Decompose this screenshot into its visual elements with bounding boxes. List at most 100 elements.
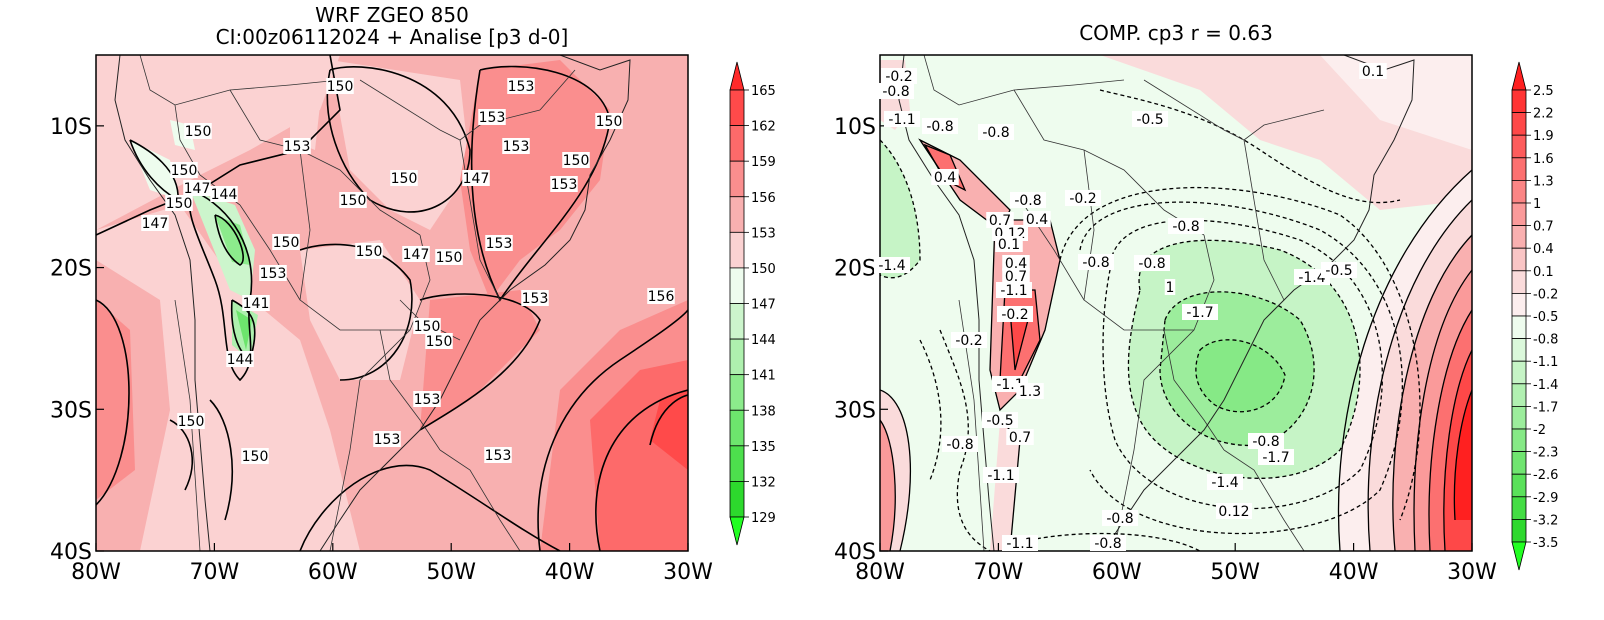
contour-label-bg (485, 235, 513, 251)
colorbar-band (1511, 383, 1527, 407)
colorbar-band (1511, 360, 1527, 385)
colorbar-band (729, 374, 745, 411)
colorbar-band (1511, 338, 1527, 362)
contour-label-bg (550, 176, 578, 192)
colorbar-label: 1.9 (1533, 129, 1554, 144)
colorbar-label: 0.1 (1533, 265, 1554, 280)
right-negative-contours (880, 89, 1421, 551)
contour-label-bg (874, 257, 910, 273)
x-tick-label: 60W (308, 560, 358, 585)
y-tick-label: 40S (834, 540, 876, 565)
colorbar-band (1511, 473, 1527, 498)
colorbar-band (729, 445, 745, 482)
contour-label-bg (996, 282, 1032, 298)
colorbar-label: 141 (751, 369, 776, 384)
x-tick-label: 70W (974, 560, 1024, 585)
contour-label: -0.5 (1136, 112, 1163, 128)
contour-label: 153 (284, 139, 311, 155)
contour-label-bg (1248, 433, 1284, 449)
contour-label-bg (562, 152, 590, 168)
contour-label-bg (942, 436, 978, 452)
colorbar-band (1511, 157, 1527, 181)
contour-label: -0.2 (885, 69, 912, 85)
contour-label-bg (1134, 255, 1170, 271)
colorbar-band (1511, 315, 1527, 340)
colorbar-label: 156 (751, 191, 776, 206)
contour-label: 150 (171, 163, 198, 179)
contour-label-bg (1023, 211, 1051, 227)
contour-label: -1.1 (1000, 283, 1027, 299)
colorbar-label: 138 (751, 404, 776, 419)
contour-label: -1.1 (987, 468, 1014, 484)
contour-label: 147 (403, 247, 430, 263)
contour-label-bg (1258, 449, 1294, 465)
contour-label: -1.4 (878, 258, 905, 274)
colorbar-label: -0.2 (1533, 287, 1558, 302)
y-tick-label: 20S (834, 257, 876, 282)
contour-label: -0.2 (955, 333, 982, 349)
colorbar-label: 162 (751, 120, 776, 135)
left-contour-lines (96, 55, 688, 551)
contour-label-bg (413, 391, 441, 407)
colorbar-band (729, 338, 745, 376)
colorbar-label: -2.9 (1533, 491, 1558, 506)
colorbar-band (1511, 405, 1527, 430)
x-tick-label: 60W (1092, 560, 1142, 585)
contour-label-bg (210, 186, 238, 202)
contour-label-bg (184, 123, 212, 139)
contour-label: -1.1 (1006, 536, 1033, 552)
colorbar-band (1511, 225, 1527, 249)
contour-label-bg (355, 243, 383, 259)
colorbar-band (729, 231, 745, 269)
contour-label-bg (978, 124, 1014, 140)
right-positive-contours (880, 138, 1472, 551)
contour-label-bg (881, 68, 917, 84)
contour-label-bg (141, 215, 169, 231)
contour-label: 153 (503, 139, 530, 155)
y-tick-label: 10S (834, 115, 876, 140)
contour-label-bg (339, 192, 367, 208)
contour-label-bg (177, 413, 205, 429)
colorbar-band (1511, 270, 1527, 294)
contour-label: -0.8 (882, 84, 909, 100)
contour-label: -0.8 (982, 125, 1009, 141)
contour-label: 150 (340, 193, 367, 209)
contour-label: 0.4 (1026, 212, 1048, 228)
contour-label-bg (1065, 190, 1101, 206)
left-plot-frame (95, 54, 689, 552)
contour-label-bg (462, 170, 490, 186)
x-tick-label: 50W (1210, 560, 1260, 585)
contour-label-bg (1090, 535, 1126, 551)
contour-label: 150 (166, 196, 193, 212)
colorbar-band (1511, 451, 1527, 475)
colorbar-label: 132 (751, 475, 776, 490)
right-map-fill (880, 55, 1472, 551)
right-title: COMP. cp3 r = 0.63 (1079, 21, 1273, 45)
contour-label: 150 (178, 414, 205, 430)
contour-label-bg (478, 109, 506, 125)
contour-label: -0.8 (1082, 255, 1109, 271)
contour-label-bg (283, 138, 311, 154)
contour-label-bg (982, 412, 1018, 428)
contour-label-bg (1168, 218, 1204, 234)
contour-label-bg (1002, 268, 1030, 284)
contour-label-bg (1002, 535, 1038, 551)
colorbar-band (729, 196, 745, 233)
contour-label-bg (1102, 510, 1138, 526)
contour-label: -0.8 (1106, 511, 1133, 527)
right-colorbar: 2.5 2.2 1.9 1.6 1.3 1 0.7 0.4 0.1 -0.2 -0.5 -0.8 -1.… (1511, 61, 1558, 571)
contour-label: 156 (648, 289, 675, 305)
contour-label-bg (170, 162, 198, 178)
contour-label: 153 (551, 177, 578, 193)
contour-label-bg (521, 290, 549, 306)
colorbar-band (1511, 428, 1527, 453)
left-title-line2: CI:00z06112024 + Analise [p3 d-0] (216, 25, 569, 49)
contour-label: 141 (243, 296, 270, 312)
colorbar-label: -1.4 (1533, 378, 1558, 393)
contour-label-bg (242, 295, 270, 311)
colorbar-label: 135 (751, 440, 776, 455)
y-tick-label: 30S (834, 398, 876, 423)
colorbar-label: 129 (751, 511, 776, 526)
contour-label: -1.7 (1186, 305, 1213, 321)
